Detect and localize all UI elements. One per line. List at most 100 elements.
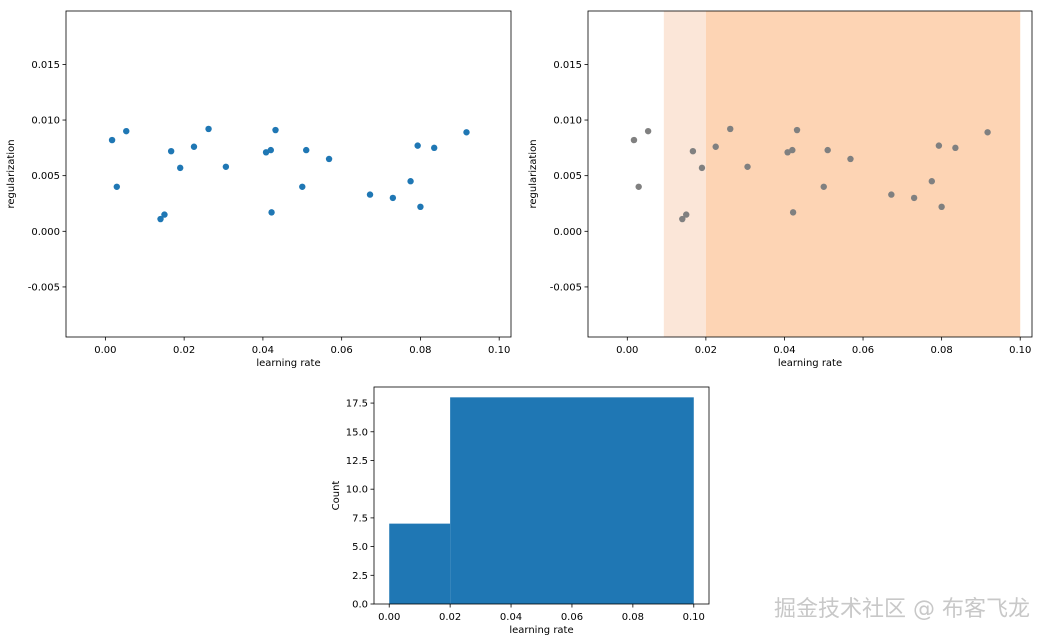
scatter-point xyxy=(888,191,895,198)
x-tick-label: 0.10 xyxy=(488,345,510,356)
x-tick-label: 0.06 xyxy=(561,612,583,623)
x-tick-label: 0.02 xyxy=(695,345,717,356)
scatter-point xyxy=(698,164,706,172)
scatter-point xyxy=(108,136,116,144)
scatter-point xyxy=(984,129,991,136)
y-tick-label: 0.000 xyxy=(553,227,582,238)
x-tick-label: 0.08 xyxy=(409,345,431,356)
x-axis-label: learning rate xyxy=(778,358,842,369)
scatter-point xyxy=(267,146,274,154)
scatter-point xyxy=(928,178,936,185)
y-tick-label: 15.0 xyxy=(346,427,368,438)
x-tick-label: 0.04 xyxy=(773,345,795,356)
scatter-point xyxy=(299,183,306,190)
y-axis-label: regularization xyxy=(528,139,539,208)
y-tick-label: -0.005 xyxy=(28,282,60,293)
scatter-point xyxy=(463,129,470,136)
scatter-point xyxy=(161,211,168,218)
histogram-plot: 0.00 0.02 0.04 0.06 0.08 0.10 0.0 2.5 5.0 7.5 10.0… xyxy=(331,386,710,636)
scatter-point xyxy=(938,203,945,211)
scatter-point xyxy=(789,209,797,216)
scatter-point xyxy=(389,194,397,202)
scatter-point xyxy=(952,144,959,152)
x-tick-label: 0.02 xyxy=(173,345,195,356)
scatter-point xyxy=(727,125,734,133)
scatter-point xyxy=(268,209,275,216)
y-tick-label: 0.015 xyxy=(553,60,582,71)
scatter-point xyxy=(222,163,230,170)
scatter-point xyxy=(824,146,831,154)
scatter-point xyxy=(847,155,854,163)
y-tick-label: 0.015 xyxy=(31,60,60,71)
x-tick-label: 0.06 xyxy=(331,345,353,356)
y-tick-label: 0.000 xyxy=(31,227,60,238)
axes-frame xyxy=(373,386,710,605)
y-tick-label: 17.5 xyxy=(346,399,368,410)
y-tick-label: -0.005 xyxy=(550,282,582,293)
scatter-point xyxy=(366,191,374,198)
y-axis-label: Count xyxy=(331,481,342,511)
scatter-point xyxy=(205,125,212,133)
scatter-point xyxy=(679,215,686,223)
x-axis-label: learning rate xyxy=(509,625,573,636)
scatter-point xyxy=(644,127,652,135)
scatter-point xyxy=(190,143,198,150)
scatter-point xyxy=(325,155,333,163)
x-tick-label: 0.00 xyxy=(94,345,116,356)
x-tick-label: 0.04 xyxy=(500,612,522,623)
y-axis-label: regularization xyxy=(6,139,17,208)
shaded-region-1 xyxy=(705,11,1021,337)
scatter-point xyxy=(935,142,943,149)
scatter-point xyxy=(820,183,827,190)
x-tick-label: 0.10 xyxy=(1009,345,1031,356)
x-tick-label: 0.06 xyxy=(852,345,874,356)
x-tick-label: 0.00 xyxy=(378,612,400,623)
scatter-point xyxy=(744,163,751,170)
scatter-point xyxy=(431,144,438,152)
x-tick-label: 0.10 xyxy=(683,612,705,623)
scatter-point xyxy=(417,203,424,211)
scatter-point xyxy=(113,183,121,190)
scatter-point xyxy=(177,164,184,172)
x-tick-label: 0.08 xyxy=(930,345,952,356)
scatter-point xyxy=(910,194,918,202)
y-tick-label: 5.0 xyxy=(352,542,368,553)
scatter-point xyxy=(414,142,421,149)
scatter-point xyxy=(789,146,796,154)
histogram-bar-0 xyxy=(389,523,451,604)
y-tick-label: 0.0 xyxy=(352,600,368,611)
y-tick-label: 2.5 xyxy=(352,571,368,582)
scatter-point xyxy=(793,126,801,134)
y-tick-label: 0.005 xyxy=(553,171,582,182)
x-tick-label: 0.02 xyxy=(439,612,461,623)
x-tick-label: 0.00 xyxy=(616,345,638,356)
x-tick-label: 0.08 xyxy=(622,612,644,623)
axes-frame xyxy=(65,10,512,338)
scatter-point xyxy=(272,126,279,134)
scatter-point xyxy=(303,146,310,154)
scatter-plot-left: 0.00 0.02 0.04 0.06 0.08 0.10 -0.005 0.000 0.005… xyxy=(6,10,512,369)
axes-frame xyxy=(587,10,1033,338)
scatter-point xyxy=(683,211,690,218)
scatter-point xyxy=(157,215,164,223)
scatter-point xyxy=(635,183,642,190)
x-tick-label: 0.04 xyxy=(252,345,274,356)
scatter-point xyxy=(630,136,638,144)
scatter-point xyxy=(123,127,130,135)
y-tick-label: 10.0 xyxy=(346,485,368,496)
scatter-point xyxy=(167,147,175,155)
scatter-point xyxy=(689,147,697,155)
histogram-bar-1 xyxy=(450,397,694,604)
y-tick-label: 0.005 xyxy=(31,171,60,182)
y-tick-label: 7.5 xyxy=(352,513,368,524)
scatter-point xyxy=(712,143,719,150)
y-tick-label: 0.010 xyxy=(553,116,582,127)
scatter-plot-right: 0.00 0.02 0.04 0.06 0.08 0.10 -0.005 0.000 0.005… xyxy=(528,10,1033,369)
x-axis-label: learning rate xyxy=(256,358,320,369)
watermark: 掘金技术社区 @ 布客飞龙 xyxy=(774,597,1030,622)
y-tick-label: 12.5 xyxy=(346,456,368,467)
scatter-point xyxy=(407,178,414,185)
y-tick-label: 0.010 xyxy=(31,116,60,127)
shaded-region-0 xyxy=(663,11,706,337)
